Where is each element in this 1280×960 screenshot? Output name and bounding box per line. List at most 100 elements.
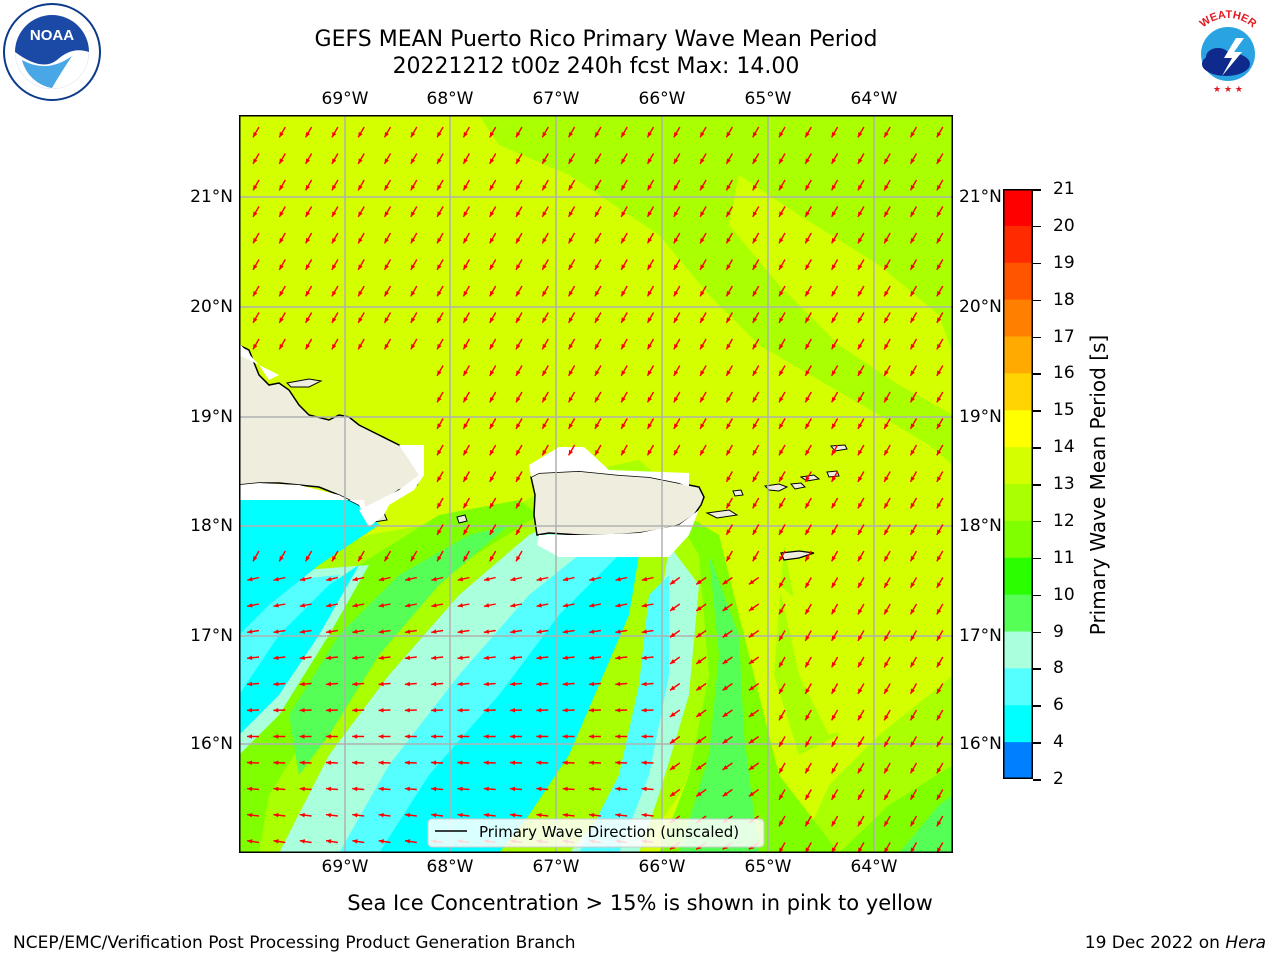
- colorbar-tick: 18: [1053, 289, 1075, 310]
- period-field-14: [779, 585, 953, 735]
- wave-arrow-head: [253, 290, 258, 297]
- wave-arrow-head: [726, 158, 731, 164]
- wave-arrow-head: [536, 629, 542, 634]
- wave-arrow-head: [431, 812, 437, 818]
- island-tortuga: [285, 378, 323, 388]
- wave-arrow-head: [910, 714, 915, 721]
- wave-arrow-head: [752, 211, 758, 217]
- wave-arrow-head: [594, 449, 600, 456]
- wave-arrow-head: [594, 396, 600, 403]
- wave-arrow-head: [253, 343, 258, 350]
- wave-arrow-head: [857, 529, 863, 535]
- wave-arrow-head: [700, 343, 705, 350]
- wave-arrow-head: [542, 264, 547, 270]
- wave-arrow-head: [463, 555, 468, 562]
- lat-tick-left: 16°N: [190, 734, 233, 754]
- wave-arrow-head: [305, 211, 311, 217]
- wave-arrow-head: [542, 423, 547, 429]
- wave-arrow-head: [489, 423, 495, 429]
- wave-arrow-head: [779, 158, 784, 164]
- wave-arrow-head: [331, 211, 337, 217]
- wave-arrow-head: [437, 264, 442, 270]
- wave-arrow-head: [568, 343, 574, 350]
- wave-arrow-head: [857, 449, 863, 456]
- wave-arrow-head: [384, 343, 389, 350]
- wave-arrow-head: [516, 555, 521, 562]
- island-culebra: [732, 489, 744, 497]
- wave-arrow-head: [805, 608, 810, 615]
- wave-arrow-head: [542, 290, 547, 297]
- wave-arrow-head: [779, 608, 784, 615]
- wave-arrow-head: [247, 655, 253, 661]
- wave-arrow-head: [405, 603, 411, 608]
- wave-arrow-head: [483, 708, 489, 713]
- wave-arrow-head: [805, 449, 810, 456]
- island-st-john: [790, 482, 807, 490]
- wave-arrow-head: [779, 370, 784, 376]
- wave-arrow-head: [410, 290, 416, 297]
- wave-arrow-head: [779, 661, 784, 668]
- wave-arrow-head: [647, 237, 652, 244]
- wave-arrow-head: [510, 681, 516, 687]
- wave-arrow-head: [542, 184, 547, 191]
- wave-arrow-head: [884, 264, 889, 270]
- wave-arrow-head: [910, 237, 915, 244]
- wave-arrow-head: [831, 237, 837, 244]
- wave-arrow-head: [615, 603, 621, 608]
- wave-arrow-head: [910, 317, 915, 323]
- wave-arrow-head: [588, 708, 594, 713]
- wave-arrow-head: [748, 579, 755, 585]
- wave-arrow-head: [910, 264, 915, 270]
- wave-arrow-head: [562, 629, 569, 634]
- wave-arrow-head: [936, 635, 942, 641]
- wave-arrow-head: [516, 317, 521, 323]
- wave-arrow-head: [647, 290, 652, 297]
- wave-arrow-head: [884, 635, 889, 641]
- colorbar-tick: 11: [1053, 547, 1075, 568]
- lon-tick-top: 69°W: [321, 89, 369, 109]
- wave-arrow-head: [857, 635, 863, 641]
- wave-arrow-head: [910, 794, 915, 800]
- wave-arrow-head: [831, 264, 837, 270]
- wave-arrow-head: [463, 211, 468, 217]
- wave-arrow-head: [457, 708, 463, 713]
- wave-arrow-head: [700, 131, 705, 138]
- colorbar-tick: 16: [1053, 363, 1075, 384]
- wave-arrow-head: [805, 820, 810, 827]
- wave-arrow-head: [273, 760, 279, 765]
- wave-arrow-head: [936, 131, 942, 138]
- wave-arrow-head: [536, 786, 542, 792]
- wave-arrow-head: [752, 423, 758, 429]
- wave-arrow-head: [305, 237, 311, 244]
- wave-arrow-head: [326, 576, 332, 582]
- wave-arrow-head: [831, 396, 837, 403]
- wave-arrow-head: [484, 576, 490, 582]
- wave-arrow-head: [831, 661, 837, 668]
- wave-arrow-head: [437, 502, 442, 509]
- wave-arrow-head: [279, 211, 284, 217]
- wave-arrow-head: [299, 812, 305, 818]
- wave-arrow-head: [299, 576, 306, 582]
- wave-arrow-head: [647, 184, 652, 191]
- wave-arrow-head: [273, 812, 279, 818]
- wave-arrow-head: [910, 158, 915, 164]
- wave-arrow-head: [857, 184, 863, 191]
- wave-arrow-head: [700, 237, 705, 244]
- wave-arrow-head: [384, 131, 389, 138]
- wave-arrow-head: [588, 734, 594, 739]
- wave-arrow-head: [463, 529, 468, 535]
- wave-arrow-head: [358, 264, 363, 270]
- wave-arrow-head: [568, 131, 574, 138]
- lat-tick-right: 18°N: [959, 516, 1002, 536]
- wave-arrow-head: [516, 396, 521, 403]
- wave-arrow-head: [463, 343, 468, 350]
- wave-arrow-head: [568, 449, 574, 456]
- colorbar-tick-mark: [1033, 410, 1041, 412]
- wave-arrow-head: [831, 767, 837, 774]
- colorbar-tick: 17: [1053, 326, 1075, 347]
- wave-arrow-head: [910, 211, 915, 217]
- wave-arrow-head: [483, 786, 489, 792]
- colorbar-tick-mark: [1033, 447, 1041, 449]
- nws-logo: WEATHER ★ ★ ★: [1184, 8, 1272, 96]
- wave-arrow-head: [805, 555, 810, 562]
